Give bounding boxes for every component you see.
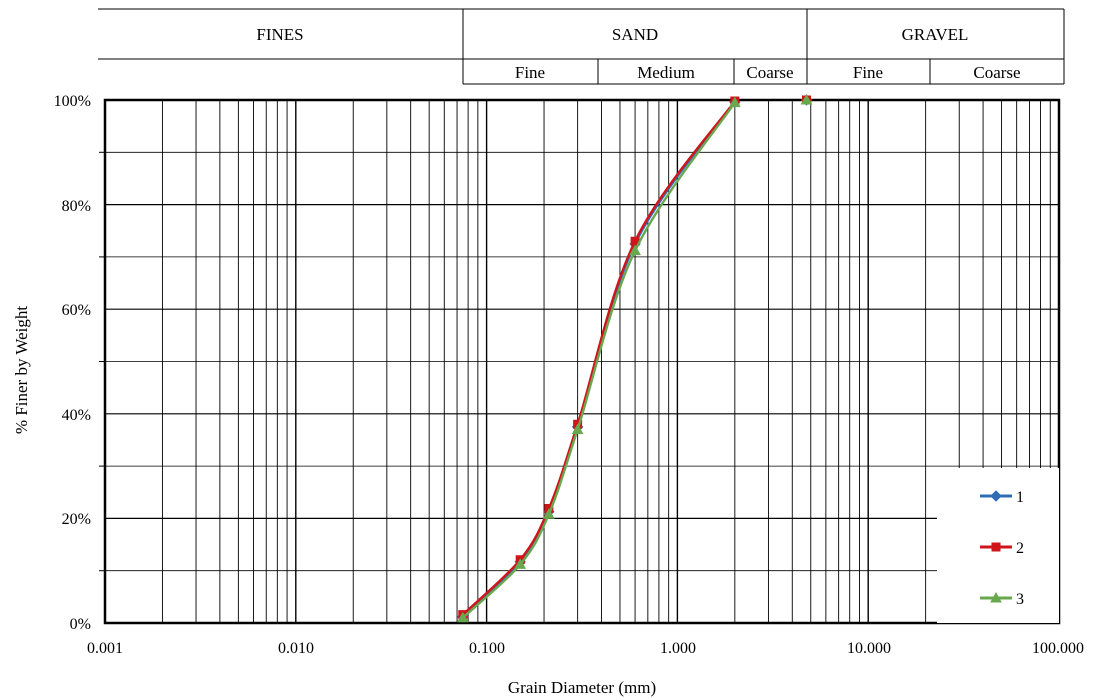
x-tick-label: 0.010: [278, 640, 314, 657]
series-line: [461, 101, 736, 619]
y-tick-label: 100%: [54, 93, 91, 110]
legend-label: 3: [1016, 591, 1024, 608]
legend: 1 2 3: [937, 468, 1059, 623]
header-sand-fine: Fine: [515, 63, 545, 82]
legend-item: 2: [980, 540, 1024, 557]
plot-frame: [103, 98, 1061, 625]
legend-label: 2: [1016, 540, 1024, 557]
data-point: [800, 93, 813, 105]
x-tick-label: 0.001: [87, 640, 123, 657]
y-tick-label: 40%: [62, 407, 91, 424]
x-tick-label: 1.000: [660, 640, 696, 657]
series-3: [456, 93, 813, 623]
legend-label: 1: [1016, 489, 1024, 506]
data-point: [456, 611, 469, 623]
y-tick-label: 20%: [62, 511, 91, 528]
x-tick-label: 0.100: [469, 640, 505, 657]
header-gravel-coarse: Coarse: [973, 63, 1020, 82]
y-axis-label: % Finer by Weight: [12, 306, 31, 434]
header-sand-coarse: Coarse: [746, 63, 793, 82]
x-axis-label: Grain Diameter (mm): [508, 678, 656, 697]
y-tick-label: 60%: [62, 302, 91, 319]
data-point: [571, 423, 584, 434]
x-tick-label: 10.000: [847, 640, 891, 657]
y-tick-label: 80%: [62, 198, 91, 215]
legend-item: 1: [980, 489, 1024, 506]
legend-item: 3: [980, 591, 1024, 608]
series-layer: [456, 93, 813, 623]
data-point: [629, 244, 641, 256]
y-tick-label: 0%: [70, 616, 91, 633]
header-sand-medium: Medium: [637, 63, 695, 82]
data-point: [728, 96, 741, 108]
classification-header: [98, 8, 1065, 85]
header-sand: SAND: [612, 25, 658, 44]
legend-marker: [990, 591, 1002, 603]
grid: [99, 99, 1059, 624]
x-tick-label: 100.000: [1032, 640, 1084, 657]
legend-marker: [990, 490, 1002, 502]
data-point: [543, 508, 555, 519]
legend-marker: [991, 542, 1001, 552]
header-fines: FINES: [256, 25, 303, 44]
data-point: [514, 558, 527, 569]
header-gravel: GRAVEL: [902, 25, 969, 44]
header-gravel-fine: Fine: [853, 63, 883, 82]
